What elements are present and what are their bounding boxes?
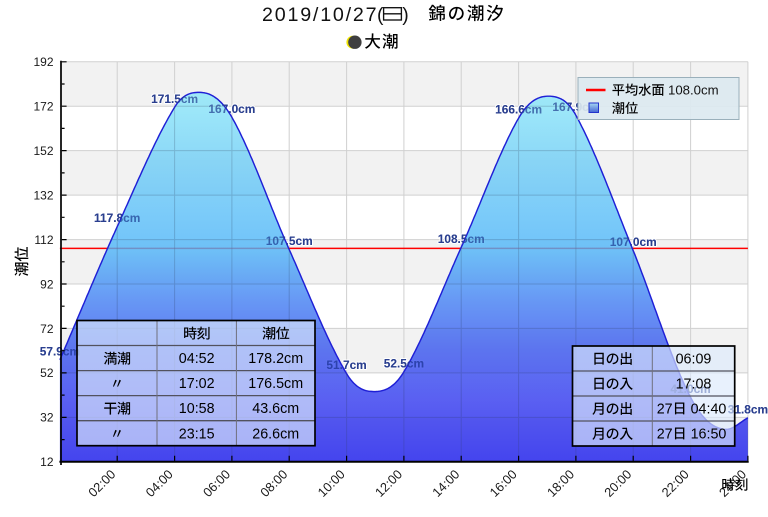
svg-text:107.0cm: 107.0cm [610, 235, 657, 249]
svg-text:152: 152 [33, 144, 53, 158]
svg-text:52.5cm: 52.5cm [384, 356, 424, 370]
svg-text:): ) [402, 4, 408, 26]
svg-text:06:09: 06:09 [676, 351, 712, 367]
svg-text:43.6cm: 43.6cm [252, 401, 299, 417]
svg-text:132: 132 [33, 188, 53, 202]
svg-text:112: 112 [34, 233, 53, 247]
svg-text:51.7cm: 51.7cm [326, 358, 366, 372]
svg-text:16:50: 16:50 [691, 426, 727, 442]
svg-text:171.5cm: 171.5cm [151, 92, 198, 106]
svg-text:178.2cm: 178.2cm [248, 351, 303, 367]
svg-text:04:40: 04:40 [691, 401, 727, 417]
svg-text:27: 27 [657, 426, 673, 442]
svg-text:107.5cm: 107.5cm [266, 234, 313, 248]
svg-text:192: 192 [33, 55, 53, 69]
svg-text:10:58: 10:58 [179, 401, 215, 417]
svg-text:27: 27 [657, 401, 673, 417]
svg-text:17:02: 17:02 [179, 376, 215, 392]
svg-text:12: 12 [40, 455, 54, 469]
svg-text:117.8cm: 117.8cm [94, 211, 140, 225]
svg-text:92: 92 [40, 277, 54, 291]
svg-text:23:15: 23:15 [179, 426, 215, 442]
svg-text:(: ( [377, 4, 384, 26]
svg-text:32: 32 [40, 411, 54, 425]
svg-text:108.5cm: 108.5cm [438, 232, 485, 246]
svg-text:108.0cm: 108.0cm [668, 83, 719, 98]
svg-text:31.8cm: 31.8cm [728, 402, 768, 416]
svg-text:31.8cm: 31.8cm [728, 402, 768, 416]
svg-text:52: 52 [40, 366, 54, 380]
svg-text:04:52: 04:52 [179, 351, 215, 367]
svg-text:72: 72 [40, 322, 54, 336]
svg-text:167.0cm: 167.0cm [208, 102, 255, 116]
svg-text:26.6cm: 26.6cm [252, 426, 299, 442]
svg-text:172: 172 [33, 100, 53, 114]
svg-text:2019/10/27: 2019/10/27 [262, 4, 377, 26]
svg-text:176.5cm: 176.5cm [248, 376, 303, 392]
svg-text:17:08: 17:08 [676, 376, 712, 392]
svg-text:166.6cm: 166.6cm [495, 103, 542, 117]
svg-text:57.9cm: 57.9cm [40, 344, 80, 358]
